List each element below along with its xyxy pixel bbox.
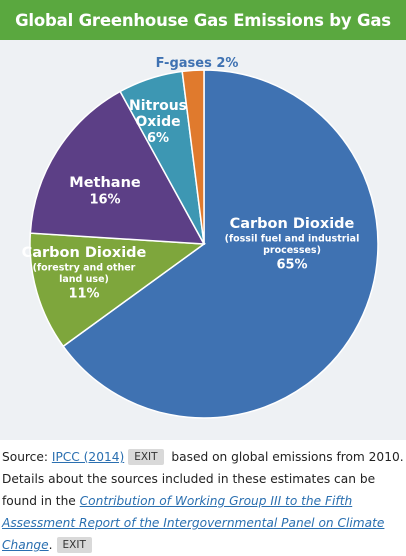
caption-end: . [48, 538, 53, 552]
exit-badge[interactable]: EXIT [128, 449, 164, 465]
report-link[interactable]: Contribution of Working Group III to the… [2, 494, 385, 552]
pie-slice [29, 90, 206, 245]
slice-label: Carbon Dioxide (fossil fuel and industria… [225, 216, 360, 273]
caption-text: based on global emissions from 2010. Det… [2, 450, 404, 508]
slice-label: Methane 16% [69, 175, 141, 208]
pie-slice [29, 232, 207, 348]
ipcc-source-link[interactable]: IPCC (2014) [51, 450, 125, 464]
chart-title: Global Greenhouse Gas Emissions by Gas [0, 0, 406, 40]
slice-label: Nitrous Oxide 6% [129, 98, 187, 146]
pie-chart: Carbon Dioxide (fossil fuel and industria… [22, 56, 379, 419]
pie-slice [62, 69, 379, 419]
source-prefix: Source: [2, 450, 52, 464]
exit-badge-2[interactable]: EXIT [56, 537, 92, 553]
slice-label: Carbon Dioxide (forestry and other land us… [22, 245, 147, 302]
pie-slice [181, 69, 205, 245]
source-caption: Source: IPCC (2014) EXIT based on global … [2, 446, 404, 556]
chart-figure: Global Greenhouse Gas Emissions by Gas C… [0, 0, 406, 440]
slice-label: F-gases 2% [156, 56, 239, 71]
